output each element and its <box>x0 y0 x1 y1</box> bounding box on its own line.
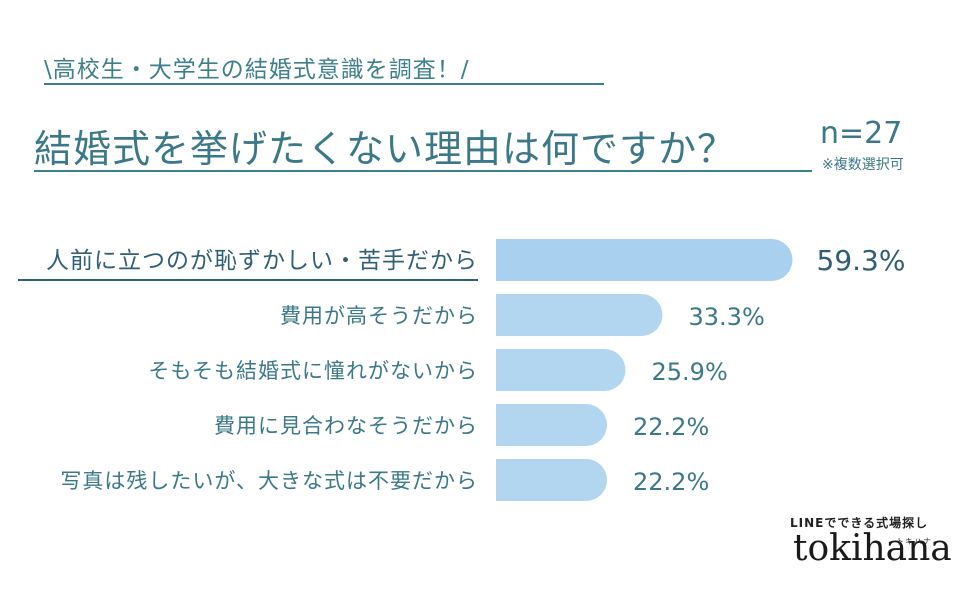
brand-ruby: トキハナ <box>896 537 932 546</box>
brand-tagline: LINEでできる式場探し <box>790 516 929 530</box>
value-label: 22.2% <box>633 413 709 441</box>
category-label: 費用が高そうだから <box>280 304 478 328</box>
bar <box>496 294 663 336</box>
category-underline <box>18 279 478 281</box>
value-label: 59.3% <box>817 244 906 277</box>
bar <box>496 239 793 281</box>
value-label: 25.9% <box>652 358 728 386</box>
value-label: 33.3% <box>689 303 765 331</box>
value-label: 22.2% <box>633 468 709 496</box>
sample-size: n=27 <box>820 116 903 151</box>
category-label: そもそも結婚式に憧れがないから <box>148 359 478 383</box>
bar <box>496 404 607 446</box>
multiple-choice-note: ※複数選択可 <box>822 157 904 173</box>
bar <box>496 349 626 391</box>
bar <box>496 459 607 501</box>
category-label: 写真は残したいが、大きな式は不要だから <box>60 469 478 493</box>
brand-logo: tokihana <box>793 528 952 569</box>
category-label: 費用に見合わなそうだから <box>214 414 478 438</box>
survey-subtitle: \高校生・大学生の結婚式意識を調査！/ <box>44 57 470 83</box>
subtitle-underline <box>44 83 604 85</box>
title-underline <box>34 170 812 172</box>
category-label: 人前に立つのが恥ずかしい・苦手だから <box>46 248 478 274</box>
chart-title: 結婚式を挙げたくない理由は何ですか？ <box>34 127 737 171</box>
